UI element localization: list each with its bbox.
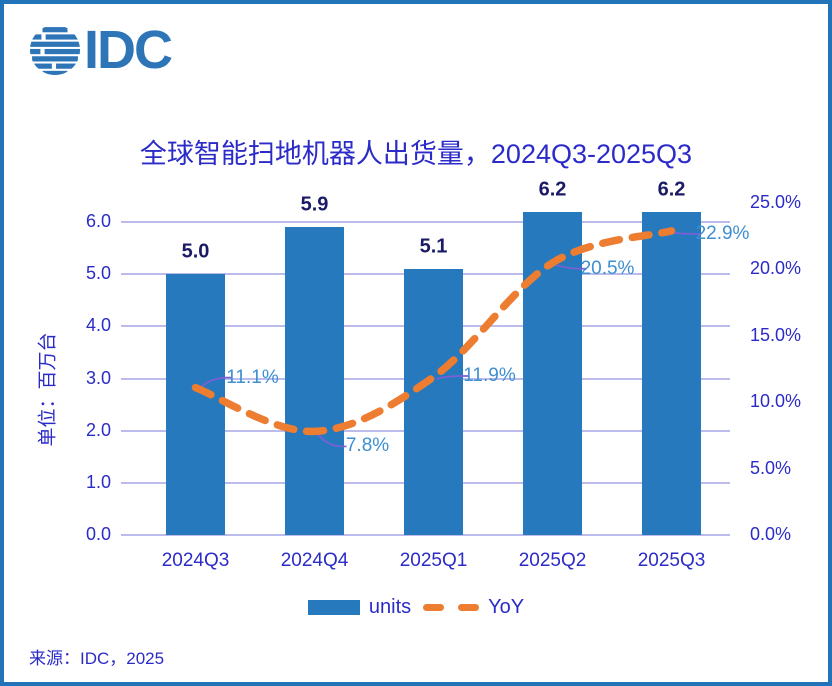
- chart-title: 全球智能扫地机器人出货量，2024Q3-2025Q3: [139, 139, 693, 169]
- right-axis-tick-label: 5.0%: [750, 457, 792, 478]
- idc-logo-text: IDC: [84, 20, 173, 80]
- left-axis-tick-label: 3.0: [85, 367, 111, 388]
- bar: [404, 268, 463, 535]
- right-axis-tick-label: 15.0%: [750, 324, 802, 345]
- left-axis-tick-label: 1.0: [85, 471, 111, 492]
- legend: units YoY: [4, 596, 828, 619]
- legend-item-units: units: [307, 596, 412, 619]
- yoy-value-label: 20.5%: [580, 257, 635, 279]
- left-axis-tick-label: 6.0: [85, 211, 111, 231]
- right-axis-tick-label: 20.0%: [750, 258, 802, 279]
- legend-label-yoy: YoY: [488, 596, 525, 618]
- source-note: 来源：IDC，2025: [29, 649, 165, 668]
- yoy-dash-icon: [423, 604, 480, 611]
- bar: [523, 211, 582, 535]
- bar-value-label: 5.1: [419, 235, 448, 258]
- left-axis-tick-label: 4.0: [85, 315, 111, 336]
- left-axis-tick-label: 2.0: [85, 419, 111, 440]
- left-axis-tick-label: 5.0: [85, 263, 111, 284]
- gridline: [121, 221, 730, 223]
- x-axis-tick-label: 2024Q3: [161, 550, 230, 571]
- gridline: [121, 534, 730, 536]
- idc-globe-icon: [30, 27, 80, 75]
- idc-logo: IDC: [30, 20, 173, 80]
- units-swatch-icon: [307, 600, 360, 615]
- right-axis-tick-label: 25.0%: [750, 192, 802, 212]
- bar: [285, 227, 344, 535]
- x-axis-tick-label: 2025Q1: [399, 550, 468, 571]
- yoy-value-label: 22.9%: [695, 222, 750, 244]
- plot-area: 0.0 1.0 2.0 3.0 4.0 5.0 6.0 0.0% 5.0% 10.0% 15.0% 2…: [4, 4, 828, 682]
- x-axis-tick-label: 2024Q4: [280, 550, 349, 571]
- x-axis-tick-label: 2025Q3: [637, 550, 706, 571]
- bar-value-label: 5.9: [300, 193, 329, 216]
- left-axis-tick-label: 0.0: [85, 524, 111, 544]
- right-axis-tick-label: 0.0%: [750, 524, 792, 544]
- right-axis-tick-label: 10.0%: [750, 391, 802, 412]
- bar-value-label: 6.2: [538, 178, 567, 201]
- x-axis-tick-label: 2025Q2: [518, 550, 587, 571]
- bar: [642, 211, 701, 535]
- legend-item-yoy: YoY: [423, 596, 524, 619]
- legend-label-units: units: [368, 596, 412, 618]
- yoy-value-label: 11.1%: [226, 366, 279, 388]
- bar-value-label: 5.0: [181, 240, 210, 263]
- bar-value-label: 6.2: [657, 178, 686, 201]
- yoy-value-label: 7.8%: [345, 435, 390, 457]
- yoy-value-label: 11.9%: [463, 364, 516, 386]
- bar: [166, 274, 225, 535]
